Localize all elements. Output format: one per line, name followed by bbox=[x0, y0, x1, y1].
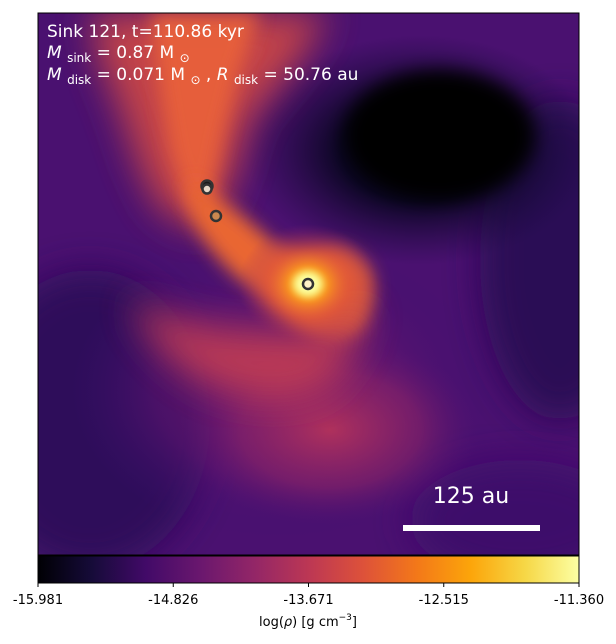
annotation-sink-sun: ⊙ bbox=[180, 51, 190, 65]
annotation-disk-r-sub: disk bbox=[234, 73, 258, 87]
annotation-disk-sub: disk bbox=[67, 73, 91, 87]
sink-marker-c bbox=[209, 209, 223, 223]
annotation-line1: Sink 121, t=110.86 kyr bbox=[47, 22, 244, 42]
colorbar-label: log(ρ) [g cm−3] bbox=[259, 613, 357, 630]
scale-bar-line bbox=[403, 525, 540, 531]
colorbar-gradient bbox=[37, 555, 580, 584]
annotation-disk-radius-value: = 50.76 au bbox=[264, 65, 359, 85]
svg-text:M sink = 0.87 M: M sink = 0.87 M ⊙ bbox=[47, 43, 190, 67]
scale-bar-label: 125 au bbox=[433, 484, 509, 509]
colorbar-tick-label: -11.360 bbox=[554, 593, 604, 608]
annotation-disk-m: M bbox=[47, 65, 62, 85]
colorbar-tick-label: -12.515 bbox=[419, 593, 469, 608]
colorbar: -15.981 -14.826 -13.671 -12.515 -11.360 log(… bbox=[13, 555, 604, 630]
colorbar-tick-label: -15.981 bbox=[13, 593, 63, 608]
annotation-disk-sun: ⊙ bbox=[190, 73, 200, 87]
annotation-disk-mass-value: = 0.071 M bbox=[97, 65, 185, 85]
colorbar-tick-label: -13.671 bbox=[283, 593, 333, 608]
colorbar-ticks: -15.981 -14.826 -13.671 -12.515 -11.360 bbox=[13, 583, 604, 608]
annotation-sink-sub: sink bbox=[67, 51, 91, 65]
density-map bbox=[38, 13, 579, 555]
plot-frame bbox=[37, 12, 580, 556]
colorbar-tick-label: -14.826 bbox=[148, 593, 198, 608]
sink-particles bbox=[200, 179, 315, 291]
annotation-text: Sink 121, t=110.86 kyr M sink = 0.87 M ⊙… bbox=[47, 22, 358, 89]
annotation-disk-r: R bbox=[217, 65, 229, 85]
svg-text:M disk = 0.071 M: M disk = 0.071 M ⊙ , R disk = 50.76 au bbox=[47, 65, 358, 89]
annotation-sep: , bbox=[206, 65, 217, 85]
sink-marker-b bbox=[201, 183, 213, 195]
annotation-sink-value: = 0.87 M bbox=[97, 43, 175, 63]
scale-bar: 125 au bbox=[403, 484, 540, 531]
sink-marker-121 bbox=[301, 277, 315, 291]
svg-text:Sink 121, t=110.86 kyr: Sink 121, t=110.86 kyr bbox=[47, 22, 244, 42]
annotation-sink-m: M bbox=[47, 43, 62, 63]
